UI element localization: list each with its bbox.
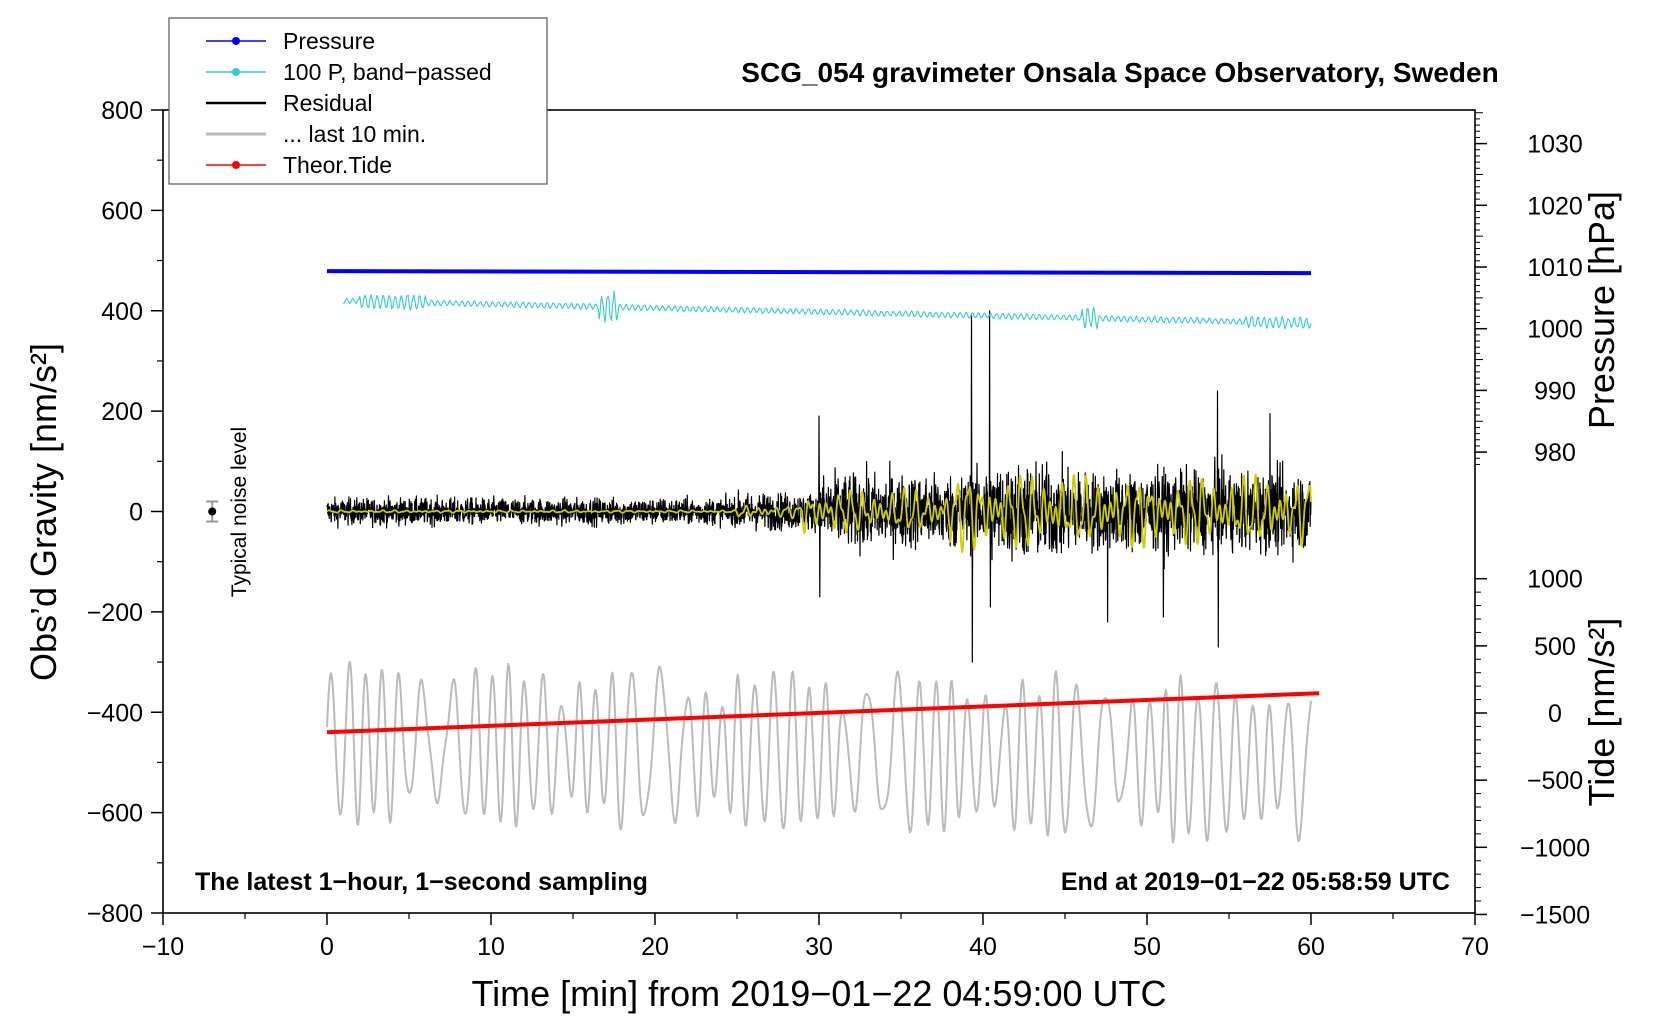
- pressure-axis: 1030 1020 1010 1000 990 980: [1475, 112, 1583, 467]
- chart-title: SCG_054 gravimeter Onsala Space Observat…: [741, 57, 1498, 88]
- legend-label: Residual: [283, 90, 373, 116]
- tide-axis: 1000 500 0 −500 −1000 −1500: [1475, 566, 1590, 929]
- residual-filtered-series: [326, 473, 1312, 554]
- legend-marker: [232, 68, 240, 76]
- pressure-bandpassed-series: [342, 290, 1312, 330]
- y-axis-label-tide: Tide [nm/s²]: [1581, 618, 1622, 807]
- pressure-tick-label: 1010: [1527, 254, 1583, 282]
- y-tick-label: 400: [101, 298, 143, 326]
- y-axis-label-left: Obs’d Gravity [nm/s²]: [23, 343, 64, 681]
- pressure-tick-label: 980: [1534, 439, 1576, 467]
- residual-series: [326, 310, 1312, 663]
- pressure-tick-label: 1030: [1527, 131, 1583, 159]
- noise-level-label: Typical noise level: [228, 427, 251, 597]
- pressure-series: [326, 269, 1312, 276]
- x-tick-label: 60: [1297, 933, 1325, 961]
- x-tick-label: 50: [1133, 933, 1161, 961]
- x-tick-label: 30: [805, 933, 833, 961]
- y-axis-left: 800 600 400 200 0 −200 −400 −600 −800: [87, 97, 163, 928]
- annotation-end-time: End at 2019−01−22 05:58:59 UTC: [1061, 868, 1450, 896]
- x-tick-label: −10: [142, 933, 184, 961]
- legend: Pressure 100 P, band−passed Residual ... la…: [168, 17, 548, 185]
- y-tick-label: 200: [101, 398, 143, 426]
- pressure-tick-label: 990: [1534, 377, 1576, 405]
- legend-label: ... last 10 min.: [283, 121, 426, 147]
- y-axis-label-pressure: Pressure [hPa]: [1581, 191, 1622, 429]
- legend-box: [168, 17, 548, 185]
- x-axis-label: Time [min] from 2019−01−22 04:59:00 UTC: [471, 973, 1166, 1014]
- x-tick-label: 40: [969, 933, 997, 961]
- noise-dot: [208, 507, 217, 516]
- annotation-sampling: The latest 1−hour, 1−second sampling: [195, 868, 648, 896]
- y-tick-label: 600: [101, 197, 143, 225]
- y-tick-label: −600: [87, 800, 143, 828]
- tide-tick-label: −500: [1527, 767, 1583, 795]
- x-axis: −10 0 10 20 30 40 50 60 70: [142, 913, 1489, 961]
- pressure-tick-label: 1000: [1527, 316, 1583, 344]
- legend-marker: [232, 37, 240, 45]
- x-tick-label: 0: [320, 933, 334, 961]
- theor-tide-series: [326, 691, 1320, 735]
- y-tick-label: 800: [101, 97, 143, 125]
- legend-marker: [232, 161, 240, 169]
- tide-tick-label: −1500: [1520, 901, 1590, 929]
- legend-label: Pressure: [283, 28, 375, 54]
- x-tick-label: 70: [1461, 933, 1489, 961]
- legend-label: Theor.Tide: [283, 152, 392, 178]
- x-tick-label: 10: [477, 933, 505, 961]
- last-10-min-series: [326, 661, 1312, 844]
- pressure-tick-label: 1020: [1527, 192, 1583, 220]
- legend-label: 100 P, band−passed: [283, 59, 492, 85]
- y-tick-label: −400: [87, 699, 143, 727]
- y-tick-label: −200: [87, 599, 143, 627]
- tide-tick-label: 0: [1548, 700, 1562, 728]
- y-tick-label: −800: [87, 900, 143, 928]
- tide-tick-label: −1000: [1520, 834, 1590, 862]
- tide-tick-label: 1000: [1527, 566, 1583, 594]
- x-tick-label: 20: [641, 933, 669, 961]
- tide-tick-label: 500: [1534, 633, 1576, 661]
- y-tick-label: 0: [129, 499, 143, 527]
